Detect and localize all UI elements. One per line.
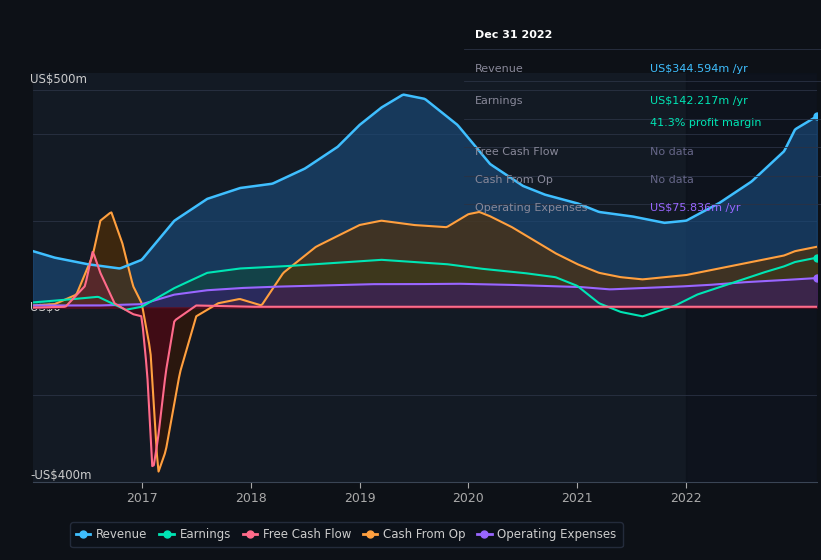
- Text: No data: No data: [649, 175, 694, 185]
- Text: No data: No data: [649, 147, 694, 157]
- Text: Earnings: Earnings: [475, 96, 523, 106]
- Text: Cash From Op: Cash From Op: [475, 175, 553, 185]
- Text: -US$400m: -US$400m: [30, 469, 92, 482]
- Text: 41.3% profit margin: 41.3% profit margin: [649, 118, 761, 128]
- Legend: Revenue, Earnings, Free Cash Flow, Cash From Op, Operating Expenses: Revenue, Earnings, Free Cash Flow, Cash …: [71, 522, 622, 547]
- Text: US$0: US$0: [30, 301, 62, 314]
- Bar: [686, 73, 817, 482]
- Text: US$500m: US$500m: [30, 73, 88, 86]
- Text: Operating Expenses: Operating Expenses: [475, 203, 587, 213]
- Text: Dec 31 2022: Dec 31 2022: [475, 30, 552, 40]
- Text: US$75.836m /yr: US$75.836m /yr: [649, 203, 740, 213]
- Text: Free Cash Flow: Free Cash Flow: [475, 147, 558, 157]
- Text: US$344.594m /yr: US$344.594m /yr: [649, 64, 747, 73]
- Text: Revenue: Revenue: [475, 64, 523, 73]
- Text: US$142.217m /yr: US$142.217m /yr: [649, 96, 747, 106]
